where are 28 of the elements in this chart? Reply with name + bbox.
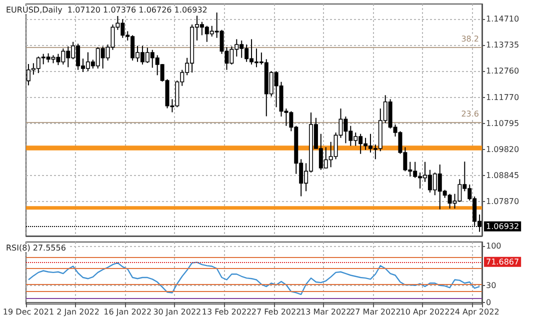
x-tick-label: 16 Jan 2022	[104, 308, 152, 316]
annotation: 23.6	[461, 109, 479, 118]
x-tick-label: 30 Jan 2022	[153, 308, 202, 316]
chart-title: RSI(8) 27.5556	[6, 244, 66, 252]
x-tick-label: 27 Feb 2022	[251, 308, 302, 316]
x-tick-label: 13 Feb 2022	[202, 308, 252, 316]
y-tick-label: 30	[486, 280, 496, 290]
y-tick-label: 100	[486, 241, 502, 250]
y-tick-label: 1.09820	[486, 144, 520, 154]
chart-title: EURUSD,Daily 1.07120 1.07376 1.06726 1.06932	[6, 6, 208, 14]
y-tick-label: 1.10795	[486, 118, 520, 128]
y-tick-label: 1.14710	[486, 14, 520, 24]
ref-line-label: 71.6867	[486, 257, 520, 266]
y-tick-label: 1.07870	[486, 196, 520, 206]
y-tick-label: 0	[486, 298, 492, 307]
x-tick-label: 19 Dec 2021	[2, 308, 54, 316]
y-tick-label: 1.08845	[486, 170, 520, 180]
x-tick-label: 27 Mar 2022	[350, 308, 401, 316]
ref-line-label: 1.06932	[486, 222, 520, 231]
x-tick-label: 2 Jan 2022	[56, 308, 100, 316]
x-tick-label: 24 Apr 2022	[450, 308, 500, 316]
x-tick-label: 10 Apr 2022	[400, 308, 450, 316]
line-series	[28, 262, 480, 296]
y-tick-label: 1.13735	[486, 40, 520, 50]
y-tick-label: 1.11770	[486, 92, 520, 102]
y-tick-label: 1.12760	[486, 66, 520, 76]
x-tick-label: 13 Mar 2022	[300, 308, 352, 316]
annotation: 38.2	[461, 34, 479, 44]
